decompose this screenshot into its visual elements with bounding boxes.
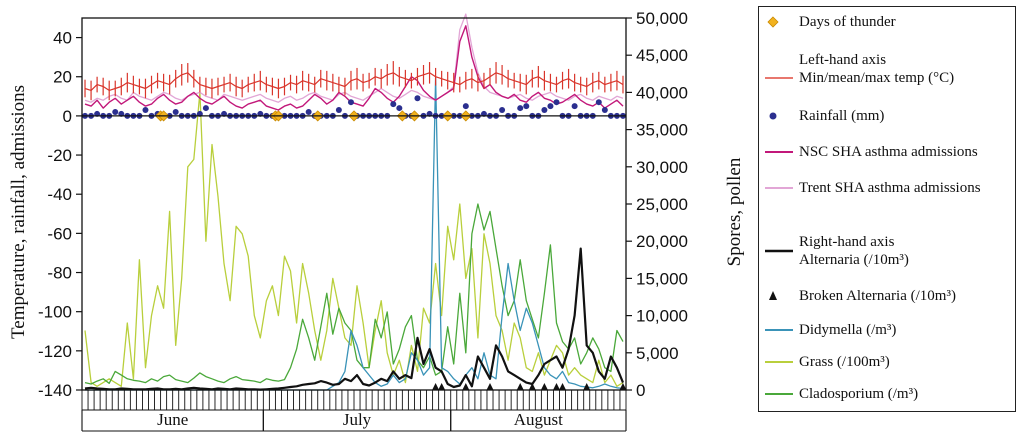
left-tick-label: -60 [47, 224, 72, 243]
line-swatch-icon [765, 187, 793, 189]
month-label: July [343, 410, 372, 429]
dot-icon [769, 112, 777, 120]
rainfall-point [462, 103, 469, 110]
legend-right-axis-header: Right-hand axis [799, 234, 895, 250]
broken-alternaria-marker [432, 383, 440, 391]
broken-alternaria-marker [583, 383, 591, 391]
triangle-icon [769, 291, 777, 300]
month-label: August [514, 410, 563, 429]
left-tick-label: -140 [38, 381, 72, 400]
right-tick-label: 30,000 [636, 158, 688, 177]
left-tick-label: 40 [53, 29, 72, 48]
legend-label-rain: Rainfall (mm) [799, 108, 885, 124]
series-line-cladosporium [84, 203, 624, 385]
line-swatch-icon [765, 151, 793, 153]
series-line-temp-mean [84, 72, 624, 92]
rainfall-point [517, 105, 524, 112]
right-tick-label: 45,000 [636, 46, 688, 65]
rainfall-point [523, 103, 530, 110]
series-line-nsc [84, 25, 624, 111]
rainfall-point [112, 108, 119, 115]
left-tick-label: -80 [47, 264, 72, 283]
left-tick-label: -40 [47, 185, 72, 204]
legend: Days of thunder Left-hand axis Min/mean/… [758, 6, 1016, 412]
rainfall-point [396, 105, 403, 112]
right-tick-label: 15,000 [636, 269, 688, 288]
right-tick-label: 5,000 [636, 344, 679, 363]
rainfall-point [541, 107, 548, 114]
left-tick-label: -100 [38, 303, 72, 322]
legend-label-thunder: Days of thunder [799, 14, 896, 30]
legend-left-axis-header: Left-hand axis [799, 52, 887, 68]
diamond-icon [767, 16, 779, 28]
right-tick-label: 50,000 [636, 9, 688, 28]
rainfall-point [547, 103, 554, 110]
rainfall-point [595, 99, 602, 106]
left-tick-label: -20 [47, 146, 72, 165]
broken-alternaria-marker [462, 383, 470, 391]
rainfall-point [553, 99, 560, 106]
rainfall-point [202, 105, 209, 112]
month-label: June [157, 410, 188, 429]
broken-alternaria-marker [486, 383, 494, 391]
series-line-trent [84, 13, 624, 103]
left-tick-label: -120 [38, 342, 72, 361]
broken-alternaria-marker [540, 383, 548, 391]
line-swatch-icon [765, 393, 793, 395]
rainfall-point [172, 108, 179, 115]
rainfall-point [305, 108, 312, 115]
plot-area [82, 13, 627, 391]
broken-alternaria-marker [516, 383, 524, 391]
rainfall-point [142, 107, 149, 114]
broken-alternaria-marker [559, 383, 567, 391]
axes: -140 -120 -100 -80 -60 -40 -20 0 20 40 0 5,000 10,00… [38, 9, 688, 432]
right-tick-label: 0 [636, 381, 645, 400]
legend-label-didymella: Didymella (/m³) [799, 322, 897, 338]
legend-label-alternaria: Alternaria (/10m³) [799, 252, 909, 268]
broken-alternaria-marker [619, 383, 627, 391]
left-axis-label: Temperature, rainfall, admissions [8, 85, 29, 339]
right-tick-label: 25,000 [636, 195, 688, 214]
rainfall-point [390, 101, 397, 108]
left-tick-label: 0 [63, 107, 72, 126]
rainfall-point [499, 107, 506, 114]
line-swatch-icon [765, 361, 793, 363]
line-swatch-icon [765, 249, 793, 253]
legend-label-broken: Broken Alternaria (/10m³) [799, 288, 956, 304]
series-line-grass [84, 91, 624, 387]
legend-label-cladosporium: Cladosporium (/m³) [799, 386, 919, 402]
legend-label-grass: Grass (/100m³) [799, 354, 890, 370]
line-swatch-icon [765, 77, 793, 79]
legend-label-temp: Min/mean/max temp (°C) [799, 70, 955, 86]
series-line-alternaria [84, 247, 625, 391]
broken-alternaria-marker [552, 383, 560, 391]
line-swatch-icon [765, 329, 793, 331]
rainfall-point [414, 95, 421, 102]
right-axis-label: Spores, pollen [724, 157, 745, 266]
right-tick-label: 20,000 [636, 232, 688, 251]
right-tick-label: 10,000 [636, 307, 688, 326]
rainfall-point [601, 107, 608, 114]
right-tick-label: 40,000 [636, 83, 688, 102]
rainfall-point [571, 103, 578, 110]
left-tick-label: 20 [53, 68, 72, 87]
rainfall-point [335, 107, 342, 114]
rainfall-point [347, 99, 354, 106]
legend-label-trent: Trent SHA asthma admissions [799, 180, 981, 196]
right-tick-label: 35,000 [636, 121, 688, 140]
legend-label-nsc: NSC SHA asthma admissions [799, 144, 978, 160]
broken-alternaria-marker [528, 383, 536, 391]
broken-alternaria-marker [438, 383, 446, 391]
